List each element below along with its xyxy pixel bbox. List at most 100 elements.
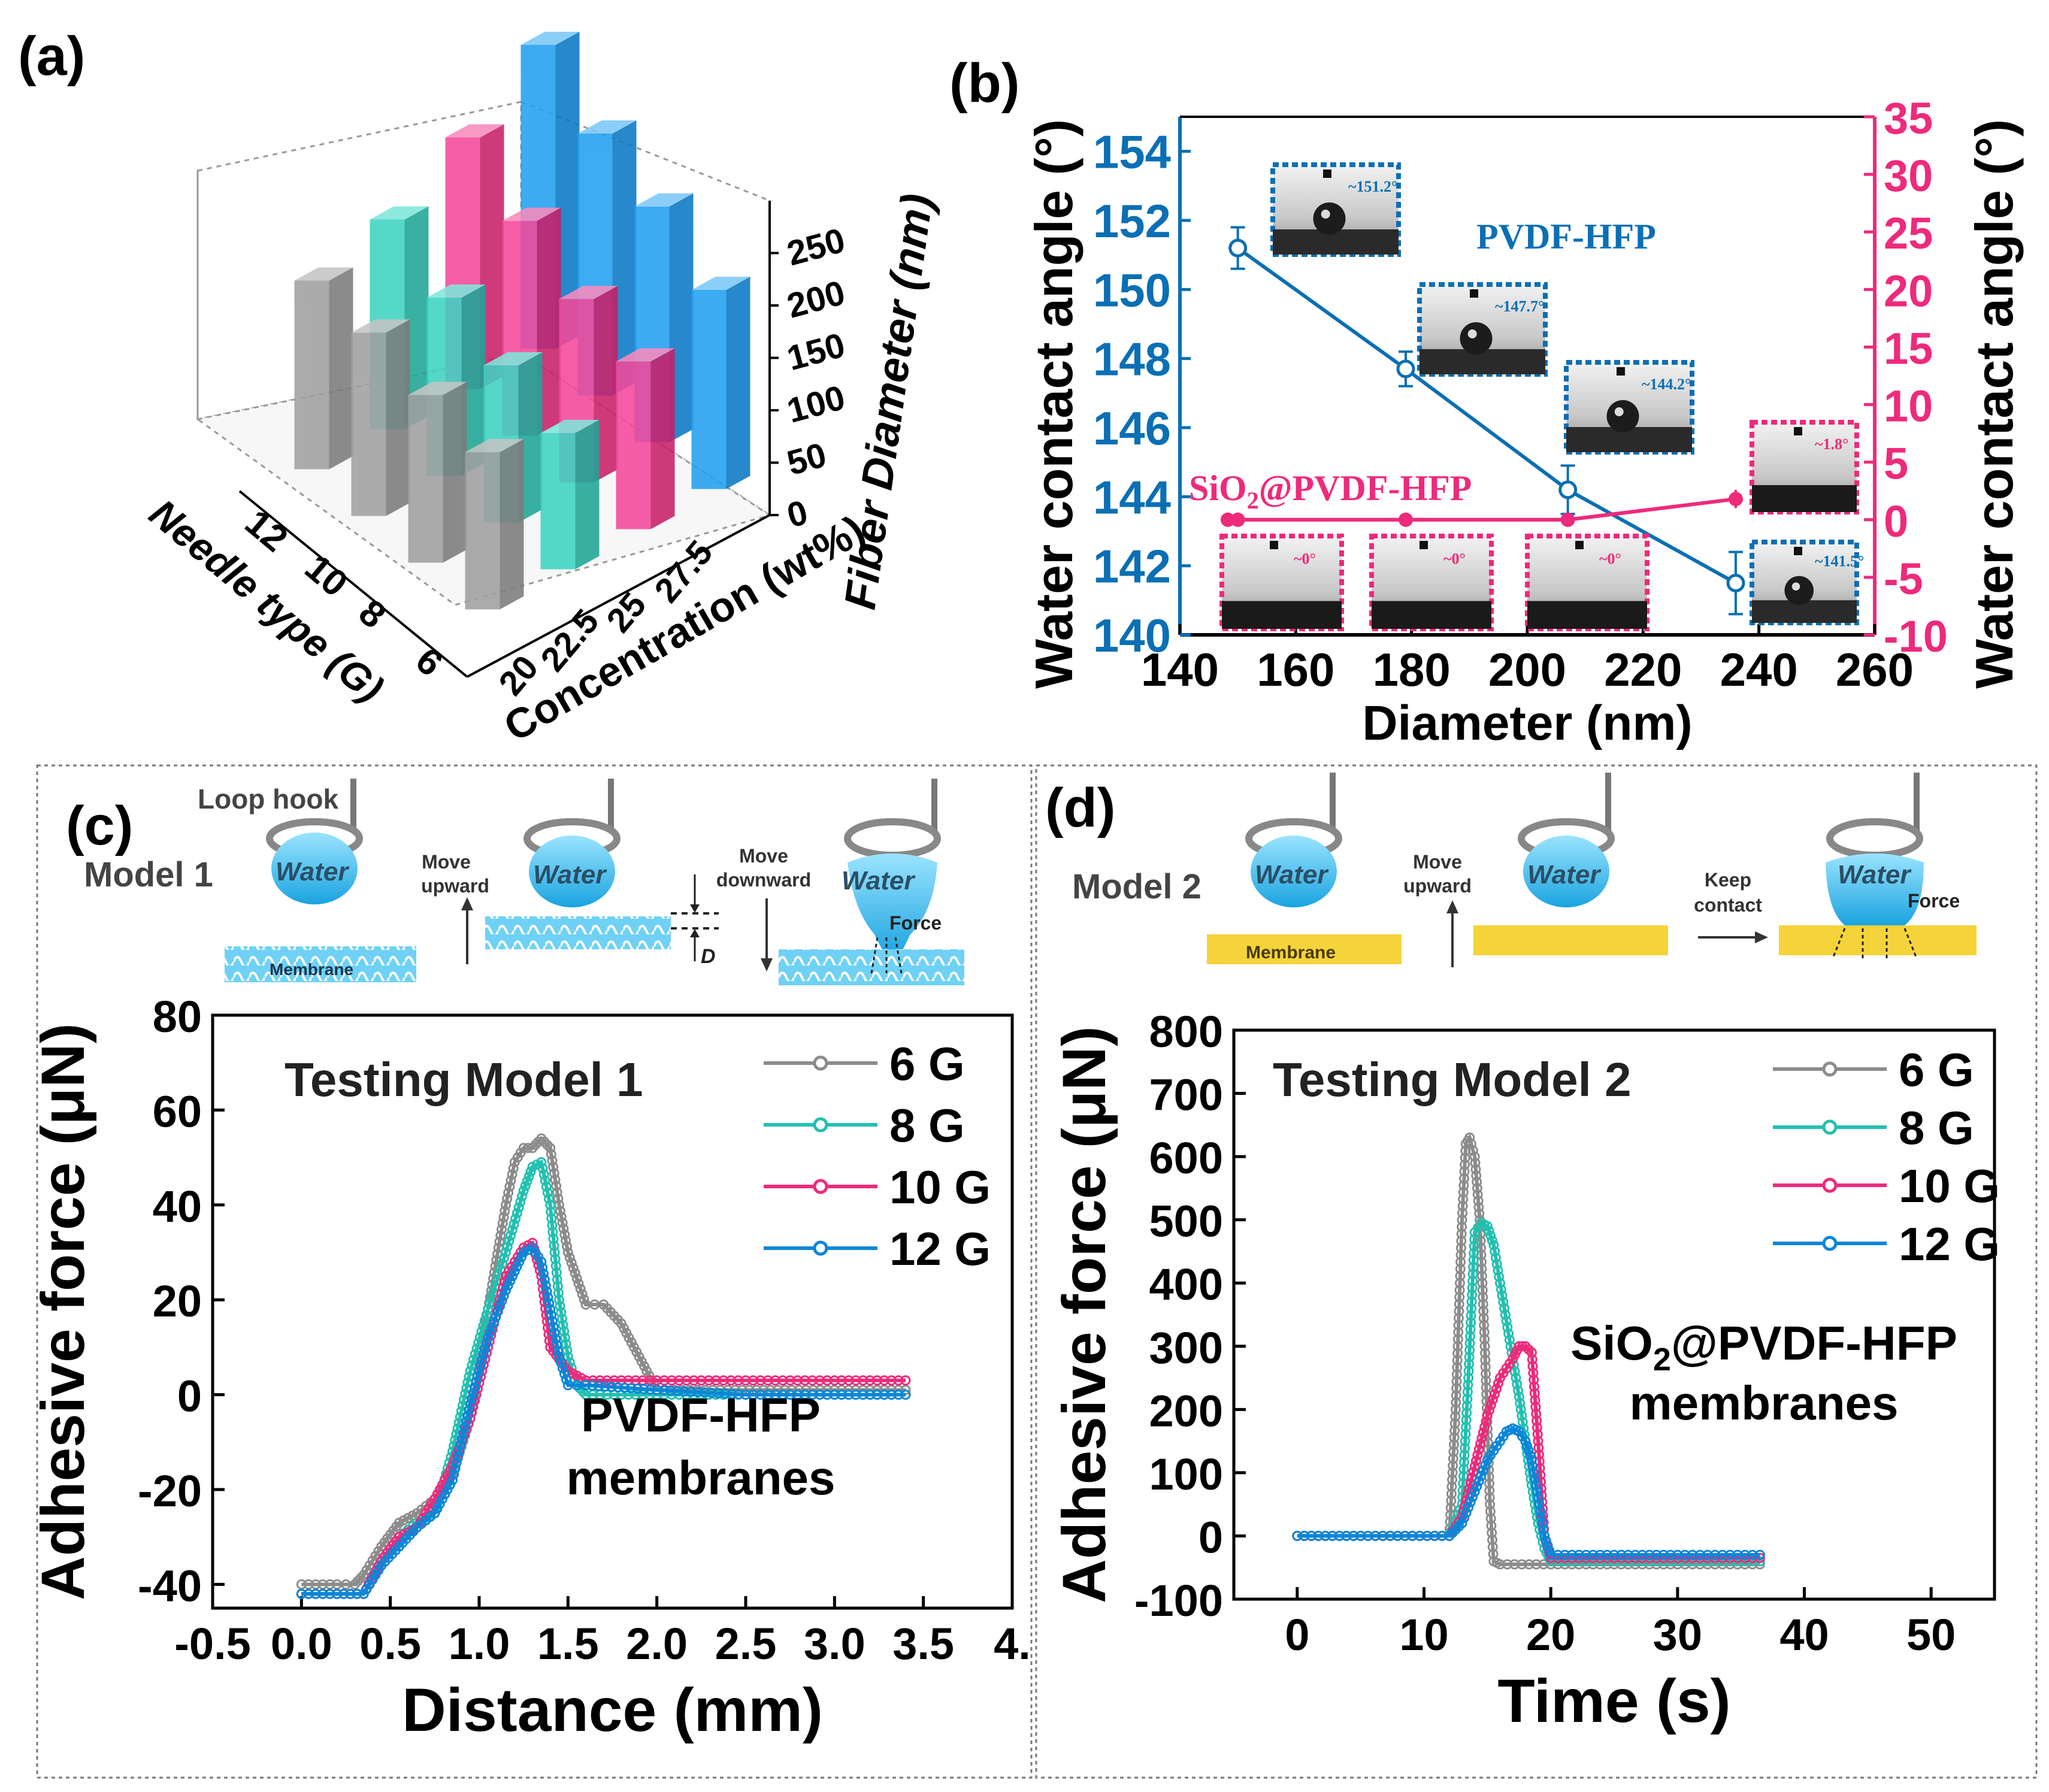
data-point [851, 1390, 861, 1400]
data-point [1458, 1180, 1469, 1191]
data-point [1454, 1298, 1464, 1309]
data-point [507, 1225, 517, 1236]
data-point [1509, 1366, 1520, 1377]
data-point [1529, 1388, 1540, 1399]
x-tick-label: 200 [1488, 643, 1566, 696]
inset-angle-label: ~1.8° [1815, 435, 1848, 453]
inset-needle [1270, 541, 1278, 549]
data-point [512, 1208, 522, 1218]
membrane-d-3 [1779, 925, 1977, 955]
data-point [1487, 1394, 1498, 1405]
data-point [815, 1375, 825, 1386]
x-tick-label: 1.0 [449, 1619, 510, 1669]
bar-front-face [351, 332, 386, 516]
y2-tick-label: 30 [1884, 151, 1933, 201]
sio2-point [1560, 512, 1575, 527]
data-point [1464, 1132, 1475, 1143]
data-point [1485, 1230, 1496, 1241]
data-point [1482, 1221, 1493, 1231]
inset-highlight [1321, 210, 1330, 219]
water-label-1: Water [276, 857, 350, 886]
data-point [1528, 1367, 1539, 1378]
data-point [462, 1410, 473, 1421]
y2-tick-label: 25 [1884, 208, 1933, 258]
panel-d-adhesive-force-chart: 0 10 20 30 40 50 -100 0 100 200 300 400 500 600 700 800… [1050, 1007, 2000, 1735]
data-point [1535, 1505, 1545, 1516]
panel-b-x-label: Diameter (nm) [1362, 696, 1692, 750]
y-tick-label: 0 [177, 1372, 202, 1421]
bar-top-face [294, 267, 353, 281]
data-point [1500, 1309, 1511, 1320]
bar-front-face [691, 290, 727, 489]
pvdf-point [1228, 238, 1248, 258]
sio2-label-sub: 2 [1247, 487, 1259, 514]
data-point [1378, 1530, 1388, 1541]
inset-angle-label: ~0° [1599, 550, 1621, 568]
data-point [303, 1579, 314, 1590]
data-point [1533, 1436, 1543, 1446]
data-point [1473, 1202, 1484, 1213]
data-point [1385, 1530, 1396, 1541]
panel-a-bar [408, 382, 467, 563]
data-point [1488, 1549, 1499, 1560]
data-point [1485, 1513, 1496, 1524]
sio2-label-rest: @PVDF-HFP [1259, 468, 1472, 508]
data-point [509, 1219, 519, 1230]
data-point [550, 1334, 561, 1344]
data-point [1320, 1530, 1331, 1541]
data-point [1469, 1248, 1479, 1258]
data-point [508, 1163, 519, 1174]
data-point [587, 1381, 598, 1391]
data-point [1448, 1460, 1458, 1471]
force-label-d: Force [1908, 890, 1960, 912]
data-point [1484, 1478, 1494, 1489]
y-tick-label: 100 [1149, 1449, 1223, 1499]
data-point [652, 1385, 662, 1396]
data-point [1468, 1262, 1479, 1273]
data-point [1446, 1496, 1457, 1506]
data-point [822, 1390, 833, 1400]
data-point [461, 1416, 471, 1427]
data-point [762, 1390, 773, 1400]
panel-b-label: (b) [949, 53, 1019, 114]
data-point [1392, 1530, 1403, 1541]
inset-needle [1470, 289, 1478, 298]
data-point [1414, 1530, 1425, 1541]
inset-angle-label: ~147.7° [1495, 298, 1544, 315]
z-tick-label: 250 [783, 220, 849, 273]
data-point [1467, 1491, 1478, 1502]
data-point [345, 1588, 356, 1599]
bar-top-face [408, 382, 467, 395]
data-point [1498, 1297, 1509, 1307]
data-point [1526, 1455, 1537, 1466]
data-point [1533, 1442, 1544, 1453]
data-point [518, 1185, 529, 1196]
data-point [1486, 1520, 1497, 1531]
bar-side-face [518, 352, 543, 523]
data-point [652, 1375, 662, 1386]
bar-side-face [537, 207, 561, 436]
x-tick-label: 160 [1257, 643, 1334, 696]
water-drop-3: Water [842, 779, 941, 958]
data-point [541, 1286, 552, 1297]
data-point [501, 1200, 511, 1210]
data-point [1479, 1327, 1490, 1337]
move-down-1: Move [739, 845, 788, 867]
data-point [495, 1301, 506, 1312]
data-point [296, 1588, 307, 1599]
data-point [1527, 1461, 1538, 1472]
data-point [1450, 1411, 1461, 1422]
data-point [1487, 1542, 1498, 1552]
data-point [1566, 1549, 1577, 1560]
data-point [501, 1247, 511, 1258]
bar-front-face [465, 452, 500, 610]
data-point [785, 1375, 795, 1386]
data-point [449, 1469, 459, 1479]
data-point [1476, 1271, 1487, 1281]
data-point [1477, 1285, 1488, 1295]
data-point [1472, 1176, 1482, 1187]
data-point [459, 1422, 470, 1433]
y2-tick-label: 20 [1884, 266, 1933, 316]
data-point [1461, 1401, 1472, 1411]
